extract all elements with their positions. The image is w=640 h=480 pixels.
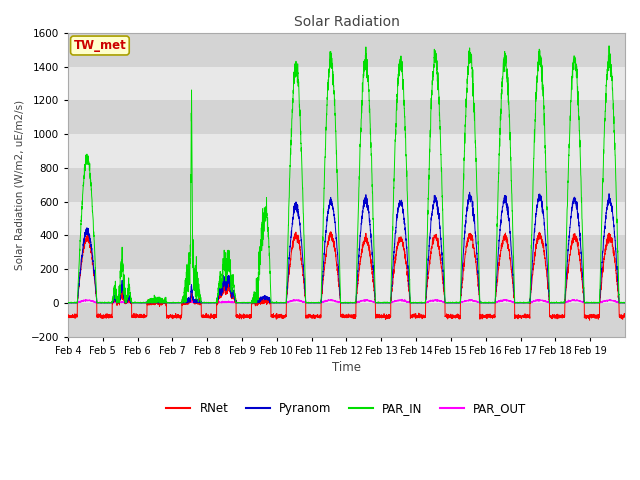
Bar (68, 202, 625, 235)
RNet (527, 292, 534, 298)
RNet (621, 314, 629, 320)
RNet (500, 235, 508, 240)
PAR_IN (500, 60, 508, 65)
PAR_OUT (64, 300, 72, 306)
Pyranom (621, 300, 629, 305)
Pyranom (64, 300, 72, 306)
PAR_IN (605, 43, 613, 48)
Y-axis label: Solar Radiation (W/m2, uE/m2/s): Solar Radiation (W/m2, uE/m2/s) (15, 100, 25, 270)
Pyranom (466, 190, 474, 195)
Bar (68, 269, 625, 303)
Line: Pyranom: Pyranom (68, 192, 625, 303)
PAR_OUT (621, 300, 629, 306)
Line: RNet: RNet (68, 232, 625, 320)
Bar (68, 235, 625, 269)
PAR_IN (65, 300, 72, 306)
Bar (68, 134, 625, 168)
PAR_IN (64, 300, 72, 305)
Pyranom (367, 235, 375, 240)
Line: PAR_IN: PAR_IN (68, 46, 625, 303)
Pyranom (180, 300, 188, 305)
Bar (68, 67, 625, 100)
PAR_OUT (500, 298, 508, 304)
Bar (68, 33, 625, 67)
RNet (586, 317, 593, 323)
Pyranom (500, 200, 508, 205)
Pyranom (527, 290, 534, 296)
PAR_OUT (541, 298, 549, 303)
PAR_IN (621, 300, 629, 306)
RNet (327, 229, 335, 235)
Title: Solar Radiation: Solar Radiation (294, 15, 399, 29)
Text: TW_met: TW_met (74, 39, 126, 52)
RNet (541, 256, 549, 262)
Pyranom (541, 232, 549, 238)
Bar (68, 303, 625, 336)
PAR_OUT (527, 300, 534, 305)
PAR_IN (397, 62, 405, 68)
PAR_IN (180, 293, 188, 299)
Legend: RNet, Pyranom, PAR_IN, PAR_OUT: RNet, Pyranom, PAR_IN, PAR_OUT (162, 397, 531, 420)
X-axis label: Time: Time (332, 361, 361, 374)
PAR_OUT (367, 299, 375, 304)
Bar (68, 100, 625, 134)
Line: PAR_OUT: PAR_OUT (68, 300, 625, 303)
PAR_IN (541, 145, 549, 151)
Bar (68, 168, 625, 202)
PAR_IN (367, 153, 375, 158)
Pyranom (397, 198, 404, 204)
RNet (397, 239, 405, 244)
RNet (367, 259, 375, 265)
PAR_OUT (180, 300, 188, 305)
PAR_OUT (398, 297, 406, 302)
RNet (64, 313, 72, 319)
RNet (180, 298, 188, 304)
PAR_OUT (65, 300, 72, 306)
PAR_OUT (397, 298, 405, 303)
PAR_IN (527, 275, 534, 280)
